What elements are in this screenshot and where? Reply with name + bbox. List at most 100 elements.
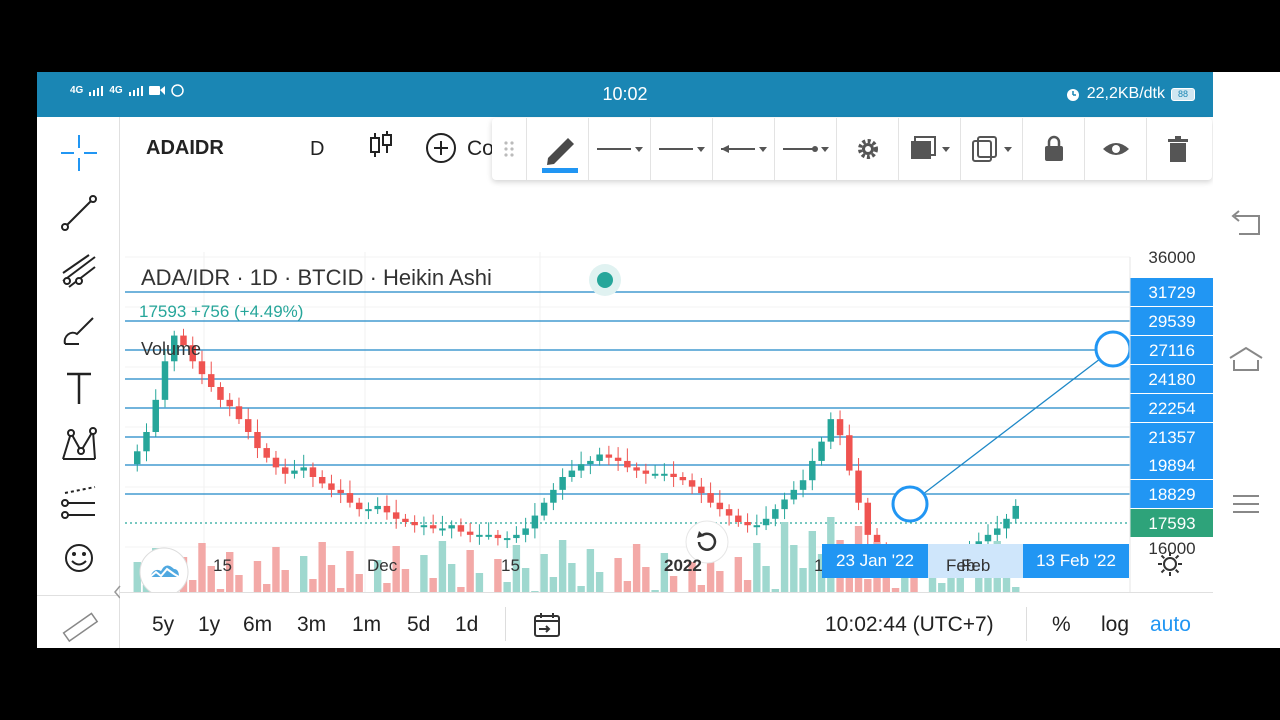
candle-body xyxy=(309,467,317,477)
time-axis-tick: 15 xyxy=(213,556,232,575)
settings-icon[interactable] xyxy=(836,118,899,180)
pattern-icon[interactable] xyxy=(57,423,101,467)
crosshair-icon[interactable] xyxy=(57,131,101,175)
candle-body xyxy=(244,419,252,432)
range-5y-button[interactable]: 5y xyxy=(152,613,175,636)
trend-line-drawing xyxy=(909,348,1114,505)
candle-body xyxy=(688,480,696,487)
compare-label[interactable]: Co xyxy=(467,137,494,160)
range-5d-button[interactable]: 5d xyxy=(407,613,431,636)
chart-settings-icon[interactable] xyxy=(1156,550,1184,583)
prediction-icon[interactable] xyxy=(57,481,101,525)
candle-body xyxy=(429,525,437,529)
candle-body xyxy=(457,525,465,532)
home-icon[interactable] xyxy=(1227,344,1265,374)
volume-bar xyxy=(401,569,410,607)
candle-body xyxy=(207,374,215,387)
goto-date-icon[interactable] xyxy=(533,611,561,639)
volume-bar xyxy=(817,554,826,607)
date-range-band xyxy=(928,544,1023,578)
video-icon xyxy=(148,86,165,95)
chevron-left-icon[interactable] xyxy=(112,582,124,602)
volume-bar xyxy=(901,551,909,607)
price-chart[interactable]: 31729 29539 27116 24180 22254 21357 19894 18829… xyxy=(120,177,1213,607)
pencil-icon[interactable] xyxy=(526,118,589,180)
candle-body xyxy=(392,512,400,519)
interval-button[interactable]: D xyxy=(310,138,325,160)
system-nav-bar xyxy=(1213,72,1280,648)
back-icon[interactable] xyxy=(1229,208,1263,238)
text-icon[interactable] xyxy=(57,366,101,410)
candle-body xyxy=(605,454,613,458)
fill-icon[interactable] xyxy=(898,118,961,180)
price-level-label: 29539 xyxy=(1148,312,1195,331)
battery-icon: 88 xyxy=(1170,87,1195,101)
volume-bar xyxy=(300,556,308,607)
last-price-label: 17593 xyxy=(1148,514,1195,533)
candle-body xyxy=(994,528,1001,535)
reset-chart-icon[interactable] xyxy=(685,520,729,564)
candle-body xyxy=(411,522,418,526)
price-level-label-bg xyxy=(1130,336,1213,364)
visibility-icon[interactable] xyxy=(1084,118,1147,180)
volume-bar xyxy=(281,570,289,607)
time-axis-tick: Feb xyxy=(961,556,991,575)
copy-icon[interactable] xyxy=(960,118,1023,180)
candle-body xyxy=(762,518,770,526)
clock-label[interactable]: 10:02:44 (UTC+7) xyxy=(825,613,994,636)
volume-bar xyxy=(799,568,807,607)
candle-body xyxy=(448,525,455,529)
range-1y-button[interactable]: 1y xyxy=(198,613,221,636)
price-level-label-bg xyxy=(1130,423,1213,451)
network-speed: 22,2KB/dtk xyxy=(1086,85,1165,102)
volume-bar xyxy=(882,565,890,607)
price-axis-tick: 36000 xyxy=(1148,248,1195,267)
range-1m-button[interactable]: 1m xyxy=(352,613,382,636)
volume-bar xyxy=(466,550,474,607)
ruler-icon[interactable] xyxy=(57,605,101,648)
symbol-button[interactable]: ADAIDR xyxy=(146,137,224,159)
volume-bar xyxy=(373,560,382,607)
volume-bar xyxy=(512,545,521,607)
delete-icon[interactable] xyxy=(1146,118,1209,180)
volume-bar xyxy=(346,551,354,607)
lock-icon[interactable] xyxy=(1022,118,1085,180)
brush-icon[interactable] xyxy=(57,308,101,352)
drag-handle-icon[interactable] xyxy=(492,118,526,180)
candle-body xyxy=(568,470,576,477)
compare-add-icon[interactable] xyxy=(425,132,457,164)
volume-bar xyxy=(438,541,447,607)
candle-body xyxy=(864,502,872,535)
status-dot-icon xyxy=(589,264,621,296)
price-level-label: 27116 xyxy=(1149,341,1195,360)
pitchfork-icon[interactable] xyxy=(57,249,101,293)
candle-body xyxy=(180,335,187,346)
volume-bar xyxy=(318,542,326,607)
right-end-icon[interactable] xyxy=(774,118,837,180)
trendline-icon[interactable] xyxy=(57,191,101,235)
candle-body xyxy=(402,518,409,522)
candle-body xyxy=(596,454,603,461)
last-price-label-bg xyxy=(1130,509,1213,537)
date-range-label: 13 Feb '22 xyxy=(1023,544,1129,578)
range-3m-button[interactable]: 3m xyxy=(297,613,327,636)
candlestick-type-icon[interactable] xyxy=(368,129,394,161)
emoji-icon[interactable] xyxy=(57,536,101,580)
percent-button[interactable]: % xyxy=(1052,613,1071,636)
status-time: 10:02 xyxy=(602,84,648,104)
recents-icon[interactable] xyxy=(1231,492,1261,516)
auto-button[interactable]: auto xyxy=(1150,613,1191,636)
candle-body xyxy=(735,515,742,522)
chart-legend-title: ADA/IDR · 1D · BTCID · Heikin Ashi xyxy=(141,265,492,290)
chart-area[interactable]: 31729 29539 27116 24180 22254 21357 19894 18829… xyxy=(114,177,1213,607)
left-end-icon[interactable] xyxy=(712,118,775,180)
line-style-icon[interactable] xyxy=(588,118,651,180)
range-1d-button[interactable]: 1d xyxy=(455,613,479,636)
range-6m-button[interactable]: 6m xyxy=(243,613,273,636)
candle-body xyxy=(198,361,206,375)
log-button[interactable]: log xyxy=(1101,613,1130,636)
candle-body xyxy=(513,534,520,539)
line-width-icon[interactable] xyxy=(650,118,713,180)
candle-body xyxy=(661,473,668,476)
volume-bar xyxy=(475,573,484,607)
